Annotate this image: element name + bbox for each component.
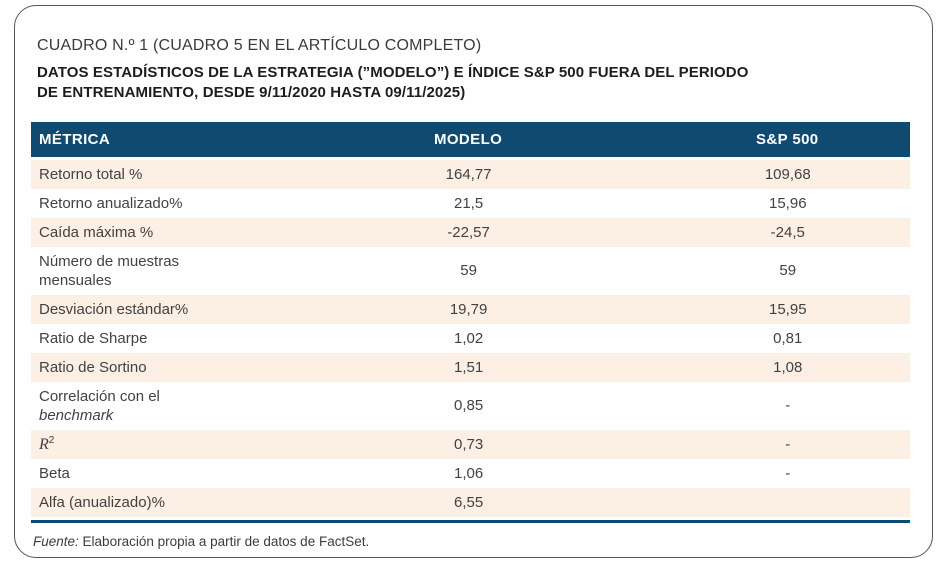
table-row: Caída máxima % -22,57 -24,5 — [31, 217, 910, 247]
sp500-value-cell — [594, 488, 910, 517]
metric-cell: Retorno total % — [39, 165, 143, 183]
stats-table: MÉTRICA MODELO S&P 500 Retorno total % 16… — [31, 122, 910, 517]
table-row: R2 0,73 - — [31, 429, 910, 459]
metric-cell: Ratio de Sharpe — [39, 329, 148, 347]
table-wrap: MÉTRICA MODELO S&P 500 Retorno total % 16… — [31, 122, 910, 523]
metric-cell: Caída máxima % — [39, 223, 154, 241]
sp500-value-cell: 1,08 — [773, 358, 803, 376]
source-note: Fuente: Elaboración propia a partir de d… — [31, 534, 910, 549]
table-row: Retorno total % 164,77 109,68 — [31, 158, 910, 189]
modelo-value-cell: -22,57 — [447, 223, 490, 241]
modelo-value-cell: 0,73 — [453, 435, 484, 453]
header-row: MÉTRICA MODELO S&P 500 — [31, 122, 910, 160]
metric-cell: Ratio de Sortino — [39, 358, 147, 376]
figure-card: CUADRO N.º 1 (CUADRO 5 EN EL ARTÍCULO CO… — [14, 5, 933, 558]
table-row: Desviación estándar% 19,79 15,95 — [31, 294, 910, 324]
modelo-value-cell: 1,51 — [453, 358, 484, 376]
source-text: Elaboración propia a partir de datos de … — [82, 534, 370, 549]
modelo-value-cell: 21,5 — [453, 194, 484, 212]
metric-cell: Retorno anualizado% — [39, 194, 183, 212]
column-header-modelo: MODELO — [338, 122, 594, 160]
table-row: Ratio de Sharpe 1,02 0,81 — [31, 324, 910, 353]
metric-cell: Desviación estándar% — [39, 300, 189, 318]
sp500-value-cell: - — [785, 435, 791, 453]
subtitle-line-2: DE ENTRENAMIENTO, DESDE 9/11/2020 HASTA … — [37, 84, 466, 101]
modelo-value-cell: 59 — [460, 262, 477, 279]
column-header-metrica: MÉTRICA — [31, 122, 339, 160]
table-row: Beta 1,06 - — [31, 459, 910, 488]
table-row: Alfa (anualizado)% 6,55 — [31, 487, 910, 517]
sp500-value-cell: 59 — [779, 262, 797, 279]
sp500-value-cell: - — [785, 397, 791, 414]
sp500-value-cell: 15,95 — [769, 300, 807, 318]
sp500-value-cell: - — [785, 464, 791, 482]
modelo-value-cell: 0,85 — [453, 397, 484, 414]
sp500-value-cell: -24,5 — [770, 223, 805, 241]
table-row: Número de muestras mensuales 59 59 — [31, 247, 910, 295]
table-row: Ratio de Sortino 1,51 1,08 — [31, 352, 910, 382]
modelo-value-cell: 1,06 — [453, 464, 484, 482]
title-block: CUADRO N.º 1 (CUADRO 5 EN EL ARTÍCULO CO… — [15, 6, 932, 103]
metric-cell: R2 — [39, 434, 55, 453]
table-row: Correlación con el benchmark 0,85 - — [31, 382, 910, 430]
subtitle-line-1: DATOS ESTADÍSTICOS DE LA ESTRATEGIA (”MO… — [37, 64, 749, 81]
metric-cell: Número de muestras mensuales — [39, 252, 180, 289]
table-row: Retorno anualizado% 21,5 15,96 — [31, 189, 910, 218]
table-header: MÉTRICA MODELO S&P 500 — [31, 122, 910, 160]
column-header-sp500: S&P 500 — [593, 122, 910, 160]
table-bottom-rule — [31, 519, 910, 523]
page-title: CUADRO N.º 1 (CUADRO 5 EN EL ARTÍCULO CO… — [37, 37, 482, 54]
metric-cell: Correlación con el benchmark — [39, 387, 160, 424]
source-label: Fuente: — [33, 534, 79, 549]
modelo-value-cell: 6,55 — [453, 493, 484, 511]
modelo-value-cell: 1,02 — [453, 329, 484, 347]
page-subtitle: DATOS ESTADÍSTICOS DE LA ESTRATEGIA (”MO… — [37, 63, 906, 103]
sp500-value-cell: 0,81 — [773, 329, 803, 347]
metric-cell: Beta — [39, 464, 70, 482]
metric-cell: Alfa (anualizado)% — [39, 493, 165, 511]
sp500-value-cell: 109,68 — [764, 165, 811, 183]
modelo-value-cell: 19,79 — [449, 300, 488, 318]
sp500-value-cell: 15,96 — [769, 194, 807, 212]
table-body: Retorno total % 164,77 109,68 Retorno anual… — [31, 158, 910, 517]
modelo-value-cell: 164,77 — [445, 165, 492, 183]
